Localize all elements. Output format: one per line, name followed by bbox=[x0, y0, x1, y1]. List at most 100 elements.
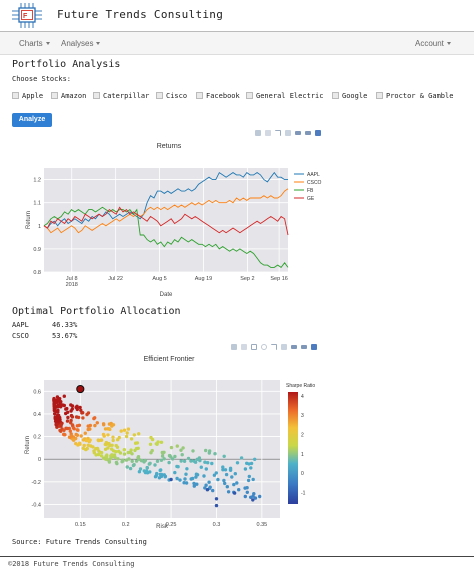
series-line-csco[interactable] bbox=[43, 188, 289, 234]
portfolio-point[interactable] bbox=[125, 431, 129, 435]
portfolio-point[interactable] bbox=[52, 396, 56, 401]
spike-lines-icon[interactable] bbox=[295, 131, 301, 135]
portfolio-point[interactable] bbox=[155, 471, 159, 476]
portfolio-point[interactable] bbox=[183, 477, 187, 481]
checkbox[interactable] bbox=[376, 92, 383, 99]
portfolio-point[interactable] bbox=[118, 451, 123, 455]
portfolio-point[interactable] bbox=[71, 426, 76, 430]
camera-icon[interactable] bbox=[231, 344, 237, 350]
portfolio-point[interactable] bbox=[159, 458, 164, 462]
portfolio-point[interactable] bbox=[182, 481, 186, 485]
portfolio-point[interactable] bbox=[99, 454, 104, 458]
portfolio-point[interactable] bbox=[210, 461, 214, 466]
portfolio-point[interactable] bbox=[225, 485, 229, 489]
portfolio-point[interactable] bbox=[153, 475, 158, 479]
portfolio-point[interactable] bbox=[216, 477, 220, 482]
portfolio-point[interactable] bbox=[93, 423, 97, 428]
analyses-menu[interactable]: Analyses bbox=[61, 39, 101, 48]
portfolio-point[interactable] bbox=[169, 445, 174, 450]
zoom-box-icon[interactable] bbox=[251, 344, 257, 350]
portfolio-point[interactable] bbox=[82, 443, 86, 448]
portfolio-point[interactable] bbox=[249, 466, 253, 470]
portfolio-point[interactable] bbox=[223, 481, 227, 486]
portfolio-point[interactable] bbox=[92, 449, 96, 453]
legend-label-csco[interactable]: CSCO bbox=[307, 180, 322, 186]
portfolio-point[interactable] bbox=[133, 441, 138, 445]
portfolio-point[interactable] bbox=[88, 438, 92, 442]
portfolio-point[interactable] bbox=[75, 433, 80, 437]
portfolio-point[interactable] bbox=[107, 460, 112, 464]
portfolio-point[interactable] bbox=[189, 459, 193, 463]
portfolio-point[interactable] bbox=[252, 492, 256, 496]
portfolio-point[interactable] bbox=[193, 460, 198, 464]
portfolio-point[interactable] bbox=[96, 438, 101, 443]
spike-lines-icon[interactable] bbox=[291, 345, 297, 349]
portfolio-point[interactable] bbox=[108, 427, 112, 432]
portfolio-point[interactable] bbox=[68, 429, 73, 433]
portfolio-point[interactable] bbox=[157, 476, 162, 480]
portfolio-point[interactable] bbox=[184, 481, 189, 485]
portfolio-point[interactable] bbox=[129, 437, 134, 441]
charts-menu[interactable]: Charts bbox=[19, 39, 50, 48]
portfolio-point[interactable] bbox=[114, 450, 118, 454]
portfolio-point[interactable] bbox=[72, 438, 76, 442]
portfolio-point[interactable] bbox=[186, 456, 191, 461]
portfolio-point[interactable] bbox=[88, 427, 92, 431]
stock-option-apple[interactable]: Apple bbox=[12, 92, 43, 100]
portfolio-point[interactable] bbox=[214, 471, 218, 475]
portfolio-point[interactable] bbox=[221, 468, 225, 472]
portfolio-point[interactable] bbox=[66, 410, 70, 414]
portfolio-point[interactable] bbox=[159, 468, 163, 472]
checkbox[interactable] bbox=[246, 92, 253, 99]
portfolio-point[interactable] bbox=[114, 460, 119, 465]
plotly-logo-icon[interactable] bbox=[311, 344, 317, 350]
compare-data-icon[interactable] bbox=[301, 345, 307, 349]
portfolio-point[interactable] bbox=[206, 461, 210, 465]
portfolio-point[interactable] bbox=[154, 442, 158, 446]
portfolio-point[interactable] bbox=[111, 423, 116, 427]
portfolio-point[interactable] bbox=[162, 457, 166, 461]
portfolio-point[interactable] bbox=[179, 459, 183, 463]
save-icon[interactable] bbox=[241, 344, 247, 350]
portfolio-point[interactable] bbox=[62, 432, 66, 437]
portfolio-point[interactable] bbox=[232, 491, 237, 495]
portfolio-point[interactable] bbox=[203, 486, 207, 490]
portfolio-point[interactable] bbox=[85, 446, 90, 451]
checkbox[interactable] bbox=[196, 92, 203, 99]
portfolio-point[interactable] bbox=[249, 461, 254, 466]
portfolio-point[interactable] bbox=[167, 460, 171, 465]
portfolio-point[interactable] bbox=[102, 456, 106, 460]
checkbox[interactable] bbox=[332, 92, 339, 99]
portfolio-point[interactable] bbox=[83, 431, 88, 435]
portfolio-point[interactable] bbox=[66, 415, 70, 420]
portfolio-point[interactable] bbox=[79, 408, 83, 412]
portfolio-point[interactable] bbox=[99, 438, 103, 442]
compare-data-icon[interactable] bbox=[305, 131, 311, 135]
portfolio-point[interactable] bbox=[77, 423, 82, 427]
portfolio-point[interactable] bbox=[125, 465, 129, 469]
portfolio-point[interactable] bbox=[86, 411, 91, 415]
portfolio-point[interactable] bbox=[54, 400, 58, 405]
portfolio-point[interactable] bbox=[175, 444, 179, 448]
portfolio-point[interactable] bbox=[247, 474, 251, 479]
pan-icon[interactable] bbox=[285, 130, 291, 136]
portfolio-point[interactable] bbox=[169, 455, 173, 459]
series-line-fb[interactable] bbox=[43, 206, 289, 269]
portfolio-point[interactable] bbox=[173, 470, 177, 475]
portfolio-point[interactable] bbox=[56, 397, 60, 401]
portfolio-point[interactable] bbox=[155, 459, 160, 463]
portfolio-point[interactable] bbox=[62, 403, 66, 408]
portfolio-point[interactable] bbox=[116, 457, 120, 461]
portfolio-point[interactable] bbox=[212, 473, 217, 477]
portfolio-point[interactable] bbox=[239, 456, 244, 460]
portfolio-point[interactable] bbox=[181, 446, 185, 450]
portfolio-point[interactable] bbox=[65, 419, 70, 423]
portfolio-point[interactable] bbox=[178, 478, 182, 482]
portfolio-point[interactable] bbox=[122, 448, 127, 452]
portfolio-point[interactable] bbox=[101, 422, 106, 426]
portfolio-point[interactable] bbox=[207, 480, 211, 484]
portfolio-point[interactable] bbox=[65, 426, 69, 431]
portfolio-point[interactable] bbox=[59, 405, 63, 409]
portfolio-point[interactable] bbox=[211, 488, 215, 493]
portfolio-point[interactable] bbox=[195, 482, 199, 486]
